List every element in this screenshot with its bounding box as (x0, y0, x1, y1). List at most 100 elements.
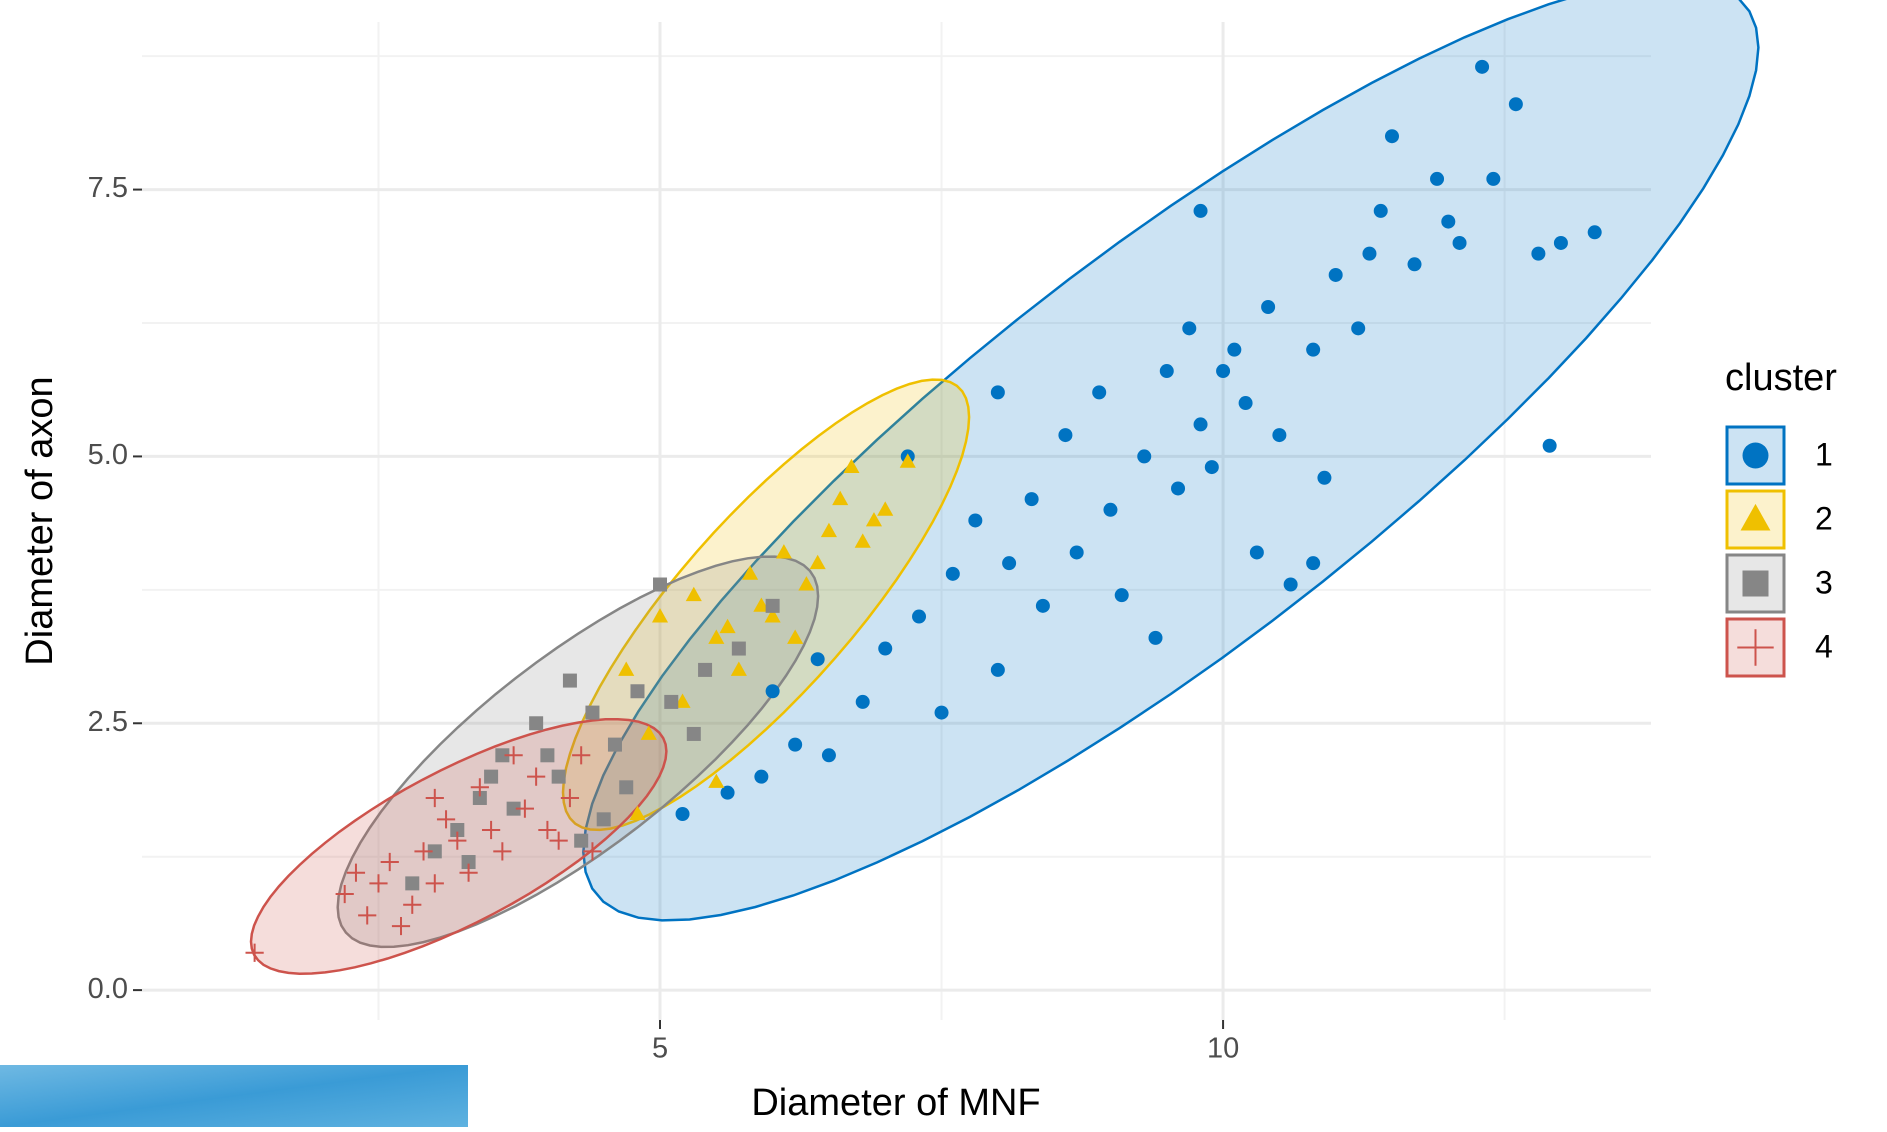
point (1002, 556, 1017, 571)
point (1171, 481, 1186, 496)
point (1306, 342, 1321, 357)
point (619, 780, 634, 795)
point (990, 662, 1005, 677)
point (562, 673, 577, 688)
legend-symbol (1740, 503, 1771, 531)
point (493, 842, 512, 861)
y-axis-title: Diameter of axon (19, 376, 61, 665)
point (245, 943, 264, 962)
point (698, 662, 713, 677)
point (754, 769, 769, 784)
point (1261, 299, 1276, 314)
point (753, 597, 770, 612)
point (742, 565, 759, 580)
point (731, 641, 746, 656)
point (810, 652, 825, 667)
point (1182, 321, 1197, 336)
point (459, 863, 478, 882)
point (450, 823, 465, 838)
panel (142, 22, 1651, 1020)
point (346, 863, 366, 882)
point (618, 661, 635, 676)
point (335, 884, 354, 904)
series (618, 453, 916, 820)
point (854, 533, 871, 548)
point (1148, 630, 1163, 645)
point (878, 641, 893, 656)
point (788, 737, 803, 752)
point (1373, 203, 1388, 218)
point (1193, 203, 1208, 218)
point (414, 842, 433, 861)
point (968, 513, 983, 528)
point (821, 748, 836, 763)
point (1317, 470, 1332, 485)
point (708, 773, 725, 788)
point (572, 746, 591, 765)
point (1486, 171, 1501, 186)
point (596, 812, 611, 827)
point (551, 769, 566, 784)
point (461, 855, 476, 870)
point (448, 831, 467, 850)
x-tick-label: 5 (652, 1033, 668, 1065)
point (798, 576, 815, 591)
point (1587, 225, 1602, 240)
series (675, 59, 1602, 821)
point (369, 874, 388, 893)
point (945, 566, 960, 581)
point (1204, 460, 1219, 475)
point (585, 705, 600, 720)
point (1508, 97, 1523, 112)
y-tick-label: 2.5 (88, 706, 128, 738)
point (899, 453, 916, 468)
point (504, 746, 523, 765)
point (1216, 364, 1231, 379)
point (484, 769, 499, 784)
point (809, 554, 826, 570)
point (912, 609, 927, 624)
point (1362, 246, 1377, 261)
point (685, 586, 702, 602)
point (1384, 129, 1399, 144)
point (1238, 396, 1253, 411)
point (832, 490, 849, 506)
point (1103, 502, 1118, 517)
legend-label: 3 (1815, 564, 1833, 600)
point (720, 785, 735, 800)
point (708, 629, 725, 644)
legend-label: 2 (1815, 500, 1833, 536)
point (1475, 59, 1490, 74)
point (640, 725, 657, 740)
series (245, 746, 602, 962)
point (787, 629, 804, 644)
point (664, 694, 679, 709)
x-tick-label: 10 (1207, 1033, 1239, 1065)
point (481, 820, 501, 840)
point (675, 806, 690, 821)
point (934, 705, 949, 720)
point (607, 737, 622, 752)
series (405, 577, 780, 891)
point (1058, 428, 1073, 443)
point (630, 684, 645, 699)
point (560, 788, 580, 808)
legend-symbol (1742, 442, 1769, 469)
point (1272, 428, 1287, 443)
point (391, 916, 411, 936)
point (1452, 235, 1467, 250)
point (1306, 556, 1321, 571)
point (380, 852, 399, 872)
point (403, 895, 422, 914)
point (549, 831, 568, 850)
point (1024, 492, 1039, 507)
legend-symbol (1742, 570, 1769, 597)
point (775, 544, 792, 559)
point (425, 874, 444, 893)
point (1035, 598, 1050, 613)
point (674, 693, 691, 708)
point (358, 906, 377, 925)
image-fragment (0, 1065, 468, 1127)
point (730, 661, 747, 676)
point (1283, 577, 1298, 592)
